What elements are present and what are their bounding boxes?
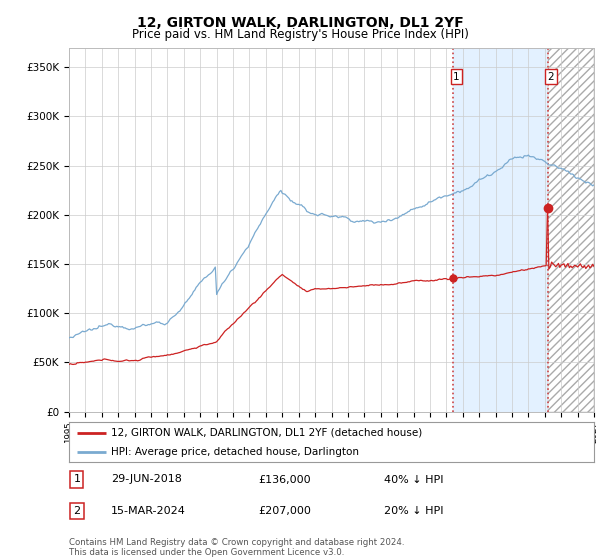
Text: £136,000: £136,000 (258, 474, 311, 484)
Text: 15-MAR-2024: 15-MAR-2024 (111, 506, 186, 516)
Text: Contains HM Land Registry data © Crown copyright and database right 2024.
This d: Contains HM Land Registry data © Crown c… (69, 538, 404, 557)
Bar (548, 48, 594, 412)
Text: 12, GIRTON WALK, DARLINGTON, DL1 2YF: 12, GIRTON WALK, DARLINGTON, DL1 2YF (137, 16, 463, 30)
Bar (453, 48, 548, 412)
Text: 40% ↓ HPI: 40% ↓ HPI (384, 474, 443, 484)
Text: £207,000: £207,000 (258, 506, 311, 516)
Text: 1: 1 (73, 474, 80, 484)
Text: 20% ↓ HPI: 20% ↓ HPI (384, 506, 443, 516)
Text: Price paid vs. HM Land Registry's House Price Index (HPI): Price paid vs. HM Land Registry's House … (131, 28, 469, 41)
Text: 2: 2 (547, 72, 554, 82)
Text: 1: 1 (453, 72, 460, 82)
Bar (548, 48, 594, 412)
Text: HPI: Average price, detached house, Darlington: HPI: Average price, detached house, Darl… (111, 447, 359, 457)
Text: 29-JUN-2018: 29-JUN-2018 (111, 474, 182, 484)
Text: 2: 2 (73, 506, 80, 516)
Text: 12, GIRTON WALK, DARLINGTON, DL1 2YF (detached house): 12, GIRTON WALK, DARLINGTON, DL1 2YF (de… (111, 428, 422, 438)
